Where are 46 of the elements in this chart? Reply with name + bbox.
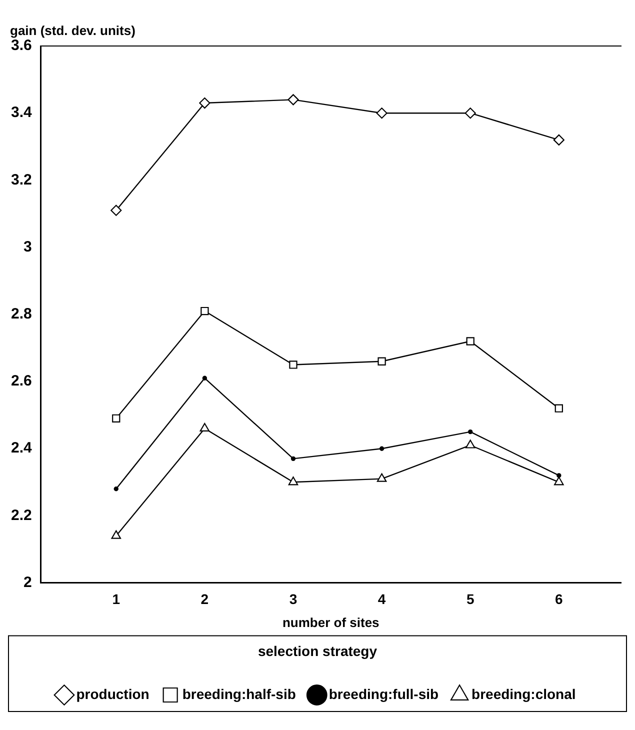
legend-label: production [76, 686, 150, 702]
point [468, 429, 473, 434]
y-tick-label: 2 [24, 574, 32, 591]
point [376, 473, 387, 482]
point [288, 476, 298, 486]
point [200, 306, 209, 316]
point [112, 414, 120, 422]
point [464, 108, 476, 119]
y-tick-label: 3 [24, 238, 32, 256]
point [466, 337, 474, 346]
y-tick-label: 2.8 [10, 306, 32, 323]
legend-label: breeding:clonal [472, 686, 576, 702]
point [379, 446, 384, 451]
x-tick-label: 6 [555, 591, 564, 608]
x-tick-label: 2 [200, 591, 209, 608]
y-tick-label: 3.6 [10, 37, 32, 54]
legend-label: breeding:full-sib [328, 686, 439, 702]
x-tick-label: 1 [112, 591, 120, 608]
point [290, 456, 296, 462]
point [554, 476, 564, 486]
x-tick-label: 5 [466, 591, 474, 608]
x-tick-label: 3 [289, 591, 298, 608]
point [114, 486, 118, 492]
point [288, 94, 299, 106]
point [202, 376, 208, 380]
point [199, 97, 210, 109]
point [554, 404, 563, 412]
y-tick-label: 3.2 [10, 171, 32, 188]
legend-label: breeding:half-sib [182, 686, 296, 702]
point [200, 422, 210, 432]
y-tick-label: 3.4 [10, 104, 32, 122]
y-tick-label: 2.6 [10, 372, 32, 390]
point [376, 108, 388, 119]
point [111, 530, 122, 539]
y-tick-label: 2.4 [10, 440, 32, 457]
point [110, 204, 122, 216]
x-axis-title: number of sites [282, 614, 380, 630]
point [553, 134, 564, 146]
x-tick-label: 4 [378, 591, 386, 608]
point [289, 360, 298, 369]
y-tick-label: 2.2 [10, 506, 32, 524]
point [556, 473, 562, 478]
point [378, 357, 386, 366]
legend-title: selection strategy [258, 643, 378, 660]
point [465, 440, 476, 448]
y-axis-title: gain (std. dev. units) [10, 23, 136, 38]
